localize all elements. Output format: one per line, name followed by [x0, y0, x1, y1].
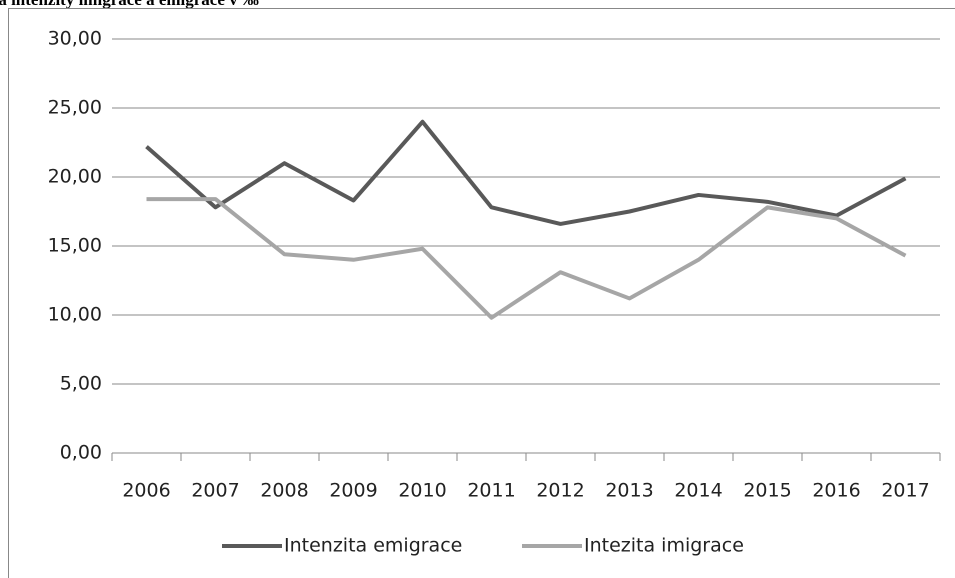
y-tick-label: 15,00: [48, 235, 102, 257]
x-tick-label: 2008: [260, 480, 308, 502]
x-tick-label: 2014: [674, 480, 722, 502]
x-tick-label: 2013: [605, 480, 653, 502]
y-tick-label: 10,00: [48, 304, 102, 326]
legend-label: Intenzita emigrace: [284, 535, 462, 557]
y-tick-label: 5,00: [60, 373, 102, 395]
x-tick-label: 2016: [812, 480, 860, 502]
chart-frame: [8, 8, 955, 578]
series-line: [146, 197, 907, 320]
x-tick-label: 2017: [881, 480, 929, 502]
y-tick-label: 25,00: [48, 97, 102, 119]
x-tick-label: 2015: [743, 480, 791, 502]
y-tick-label: 0,00: [60, 442, 102, 464]
x-tick-label: 2011: [467, 480, 515, 502]
x-tick-label: 2007: [191, 480, 239, 502]
x-tick-label: 2006: [122, 480, 170, 502]
series-line: [145, 119, 907, 226]
x-tick-label: 2012: [536, 480, 584, 502]
y-tick-label: 20,00: [48, 166, 102, 188]
x-tick-label: 2009: [329, 480, 377, 502]
x-tick-label: 2010: [398, 480, 446, 502]
legend-label: Intezita imigrace: [584, 535, 744, 557]
y-tick-label: 30,00: [48, 28, 102, 50]
chart-title: Míra intenzity imigrace a emigrace v ‰: [0, 0, 259, 9]
